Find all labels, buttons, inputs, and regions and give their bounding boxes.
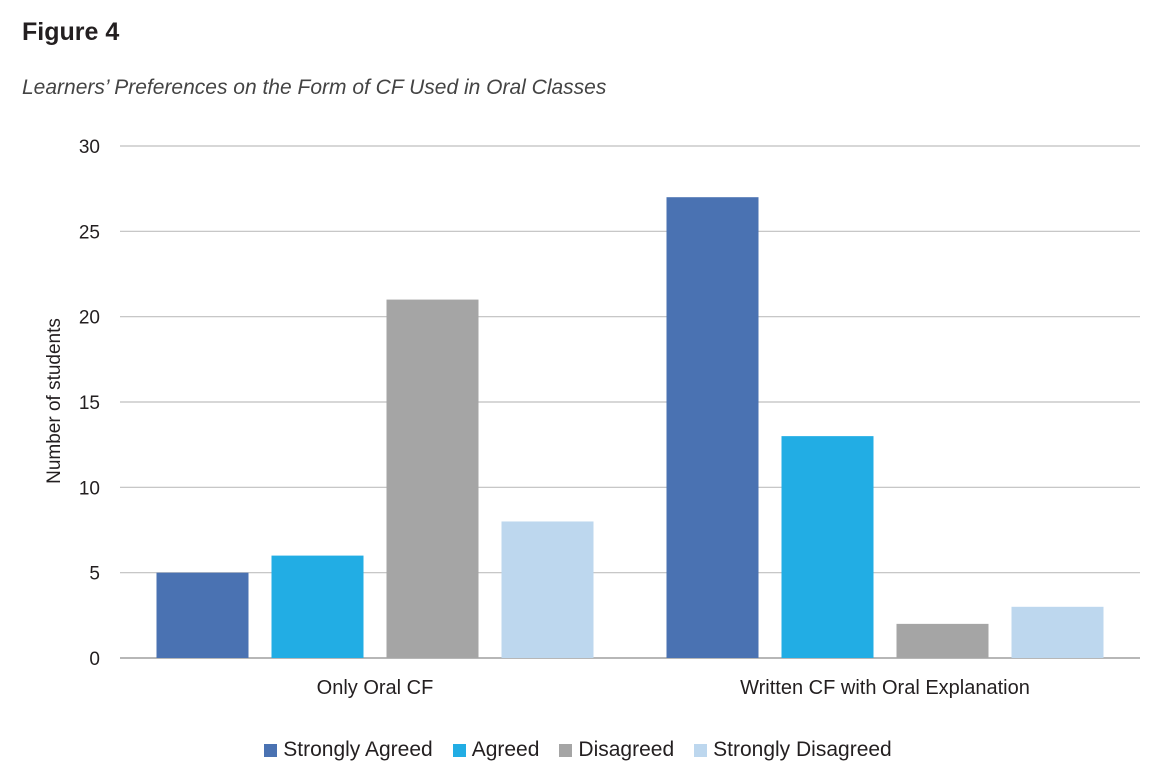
- legend-label: Agreed: [471, 738, 540, 761]
- legend-item: Strongly Agreed: [264, 738, 433, 762]
- y-tick-label: 0: [89, 649, 100, 670]
- bar-strongly-agreed: [666, 197, 759, 658]
- x-axis-categories: Only Oral CF Written CF with Oral Explana…: [317, 677, 1030, 699]
- x-category-label: Written CF with Oral Explanation: [740, 677, 1030, 699]
- bar-disagreed: [386, 299, 479, 658]
- legend-label: Strongly Agreed: [283, 738, 433, 761]
- figure-label: Figure 4: [22, 18, 120, 46]
- bar-agreed: [271, 555, 364, 658]
- y-tick-label: 25: [79, 222, 100, 243]
- y-tick-label: 20: [79, 308, 100, 329]
- legend-item: Disagreed: [559, 738, 674, 762]
- bar-disagreed: [896, 623, 989, 658]
- bar-strongly-agreed: [156, 572, 249, 658]
- x-category-label: Only Oral CF: [317, 677, 434, 699]
- legend-label: Strongly Disagreed: [713, 738, 892, 761]
- y-tick-label: 30: [79, 137, 100, 158]
- legend-swatch: [452, 743, 466, 757]
- legend-swatch: [694, 743, 708, 757]
- legend-item: Agreed: [452, 738, 540, 762]
- y-tick-label: 5: [89, 564, 100, 585]
- y-axis-label: Number of students: [44, 318, 65, 484]
- y-axis-ticks: 0 5 10 15 20 25 30: [79, 137, 100, 670]
- chart-title: Learners’ Preferences on the Form of CF …: [22, 76, 607, 99]
- legend-swatch: [264, 743, 278, 757]
- legend-swatch: [559, 743, 573, 757]
- bar-strongly-disagreed: [1011, 606, 1104, 658]
- legend-label: Disagreed: [578, 738, 675, 761]
- y-tick-label: 10: [79, 478, 100, 499]
- bars: [156, 197, 1104, 658]
- legend-item: Strongly Disagreed: [694, 738, 892, 762]
- bar-agreed: [781, 436, 874, 658]
- y-tick-label: 15: [79, 393, 100, 414]
- legend: Strongly Agreed Agreed Disagreed Strongly D…: [0, 738, 1156, 762]
- bar-strongly-disagreed: [501, 521, 594, 658]
